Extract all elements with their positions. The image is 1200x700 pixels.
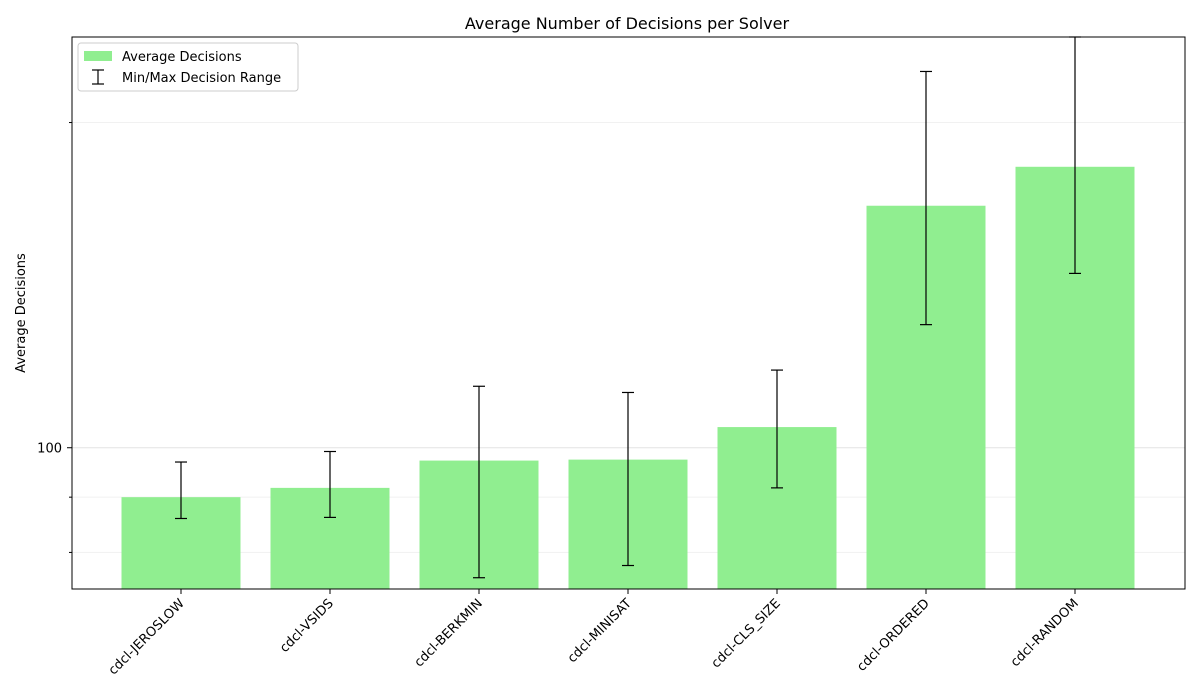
error-bar-cdcl-VSIDS bbox=[324, 450, 336, 519]
y-axis-ticks: 100 bbox=[37, 122, 72, 553]
error-bar-cdcl-CLS_SIZE bbox=[771, 369, 783, 489]
error-bars bbox=[175, 36, 1081, 579]
error-bar-cdcl-MINISAT bbox=[622, 391, 634, 567]
y-tick-label: 100 bbox=[37, 442, 62, 457]
legend-label-range: Min/Max Decision Range bbox=[122, 71, 281, 86]
legend-box bbox=[77, 42, 299, 92]
x-axis-ticks: cdcl-JEROSLOW cdcl-VSIDS cdcl-BERKMIN cdcl-… bbox=[106, 589, 1082, 678]
error-bar-cdcl-BERKMIN bbox=[473, 385, 485, 579]
x-tick-label: cdcl-RANDOM bbox=[1008, 596, 1082, 670]
legend-swatch-bars bbox=[84, 51, 112, 61]
legend: Average Decisions Min/Max Decision Range bbox=[77, 42, 299, 92]
x-tick-label: cdcl-ORDERED bbox=[854, 596, 932, 674]
x-tick-label: cdcl-JEROSLOW bbox=[106, 596, 188, 678]
legend-errorbar-icon bbox=[92, 69, 104, 85]
x-tick-label: cdcl-MINISAT bbox=[565, 596, 635, 666]
legend-label-bars: Average Decisions bbox=[122, 50, 242, 65]
x-tick-label: cdcl-BERKMIN bbox=[412, 596, 486, 670]
error-bar-cdcl-ORDERED bbox=[920, 70, 932, 326]
chart-title: Average Number of Decisions per Solver bbox=[465, 14, 790, 33]
error-bar-cdcl-JEROSLOW bbox=[175, 461, 187, 520]
x-tick-label: cdcl-VSIDS bbox=[277, 596, 337, 656]
y-axis-label: Average Decisions bbox=[14, 253, 29, 373]
x-tick-label: cdcl-CLS_SIZE bbox=[709, 596, 784, 671]
